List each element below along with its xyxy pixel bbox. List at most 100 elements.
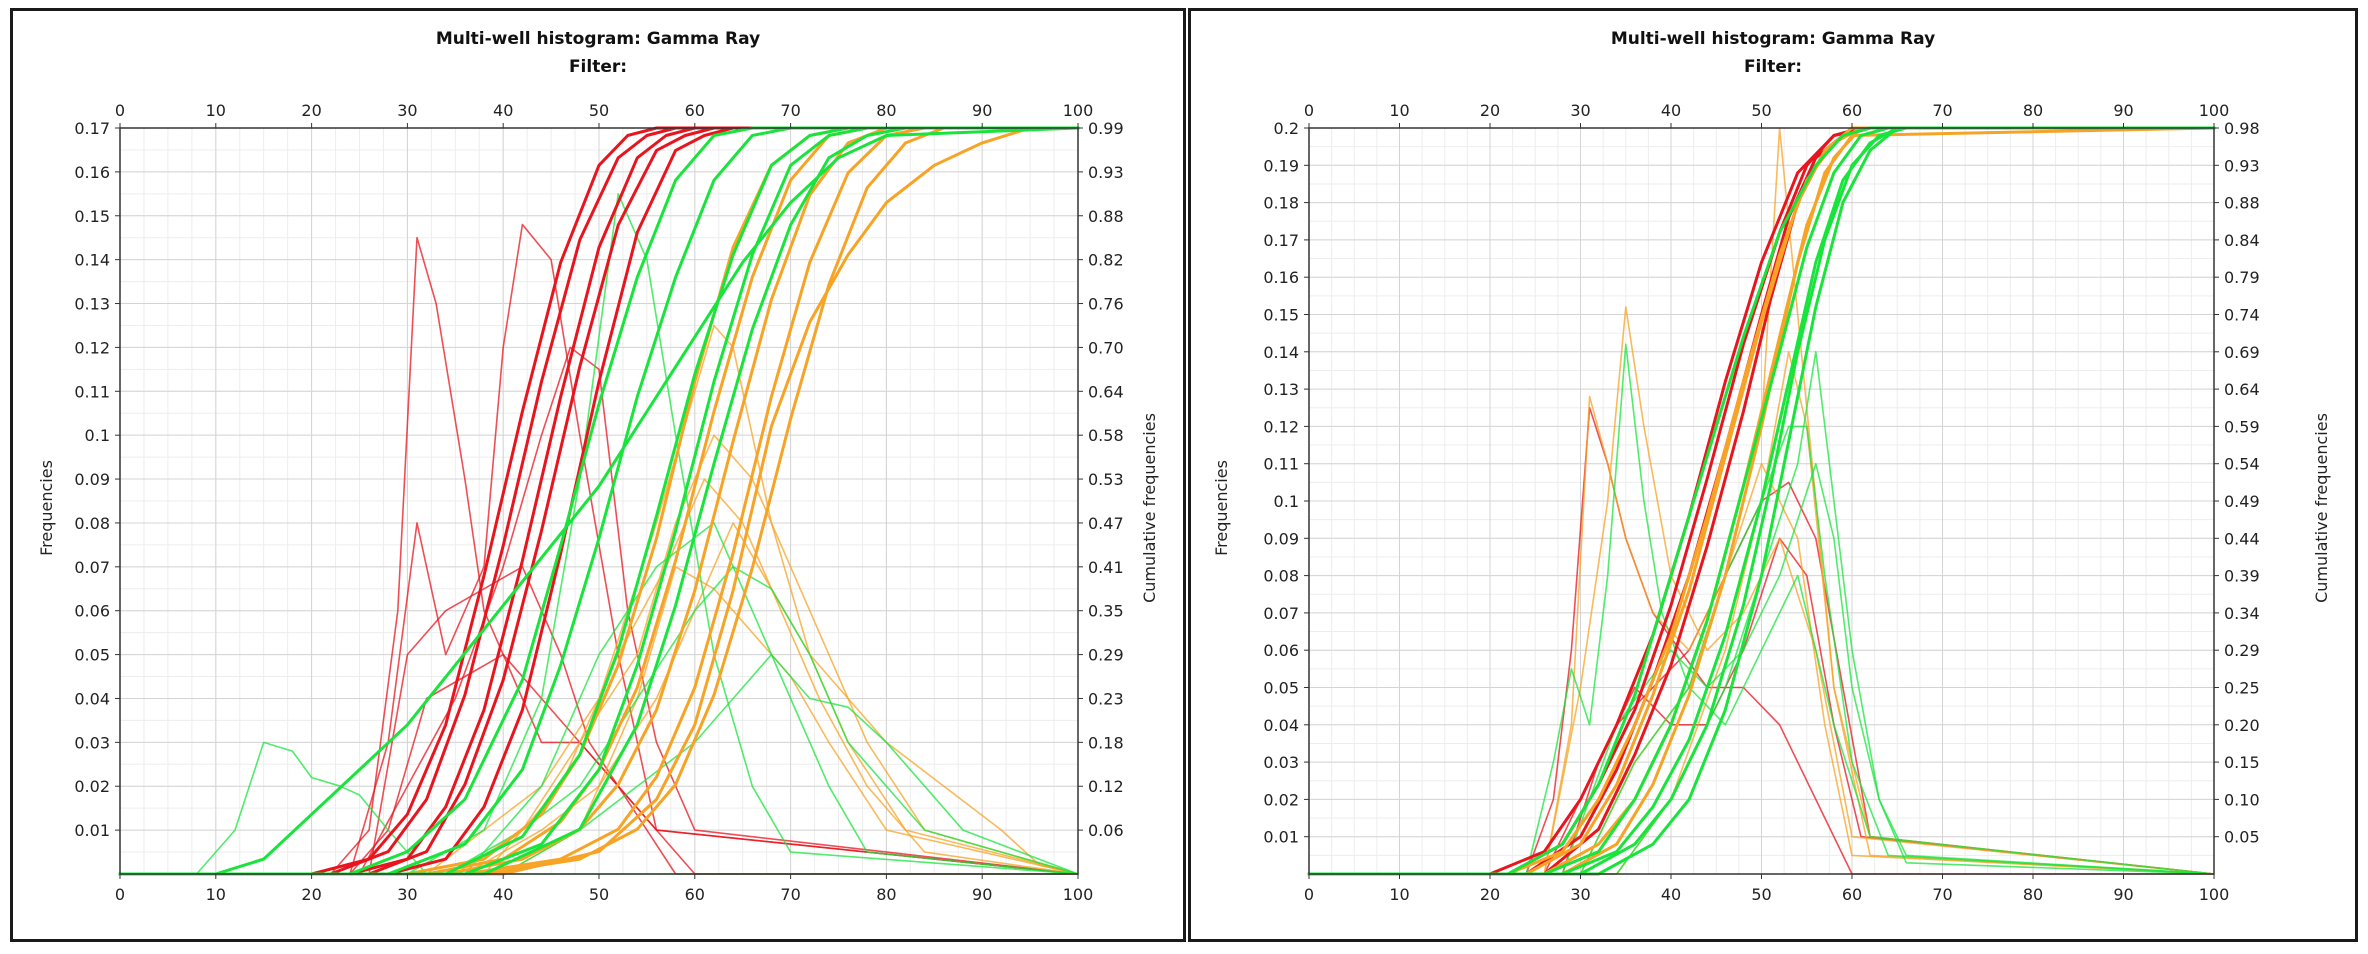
- x-tick-label-top: 50: [1751, 101, 1771, 120]
- histogram-panel-left: Multi-well histogram: Gamma Ray Filter: …: [10, 8, 1186, 942]
- x-tick-label-top: 20: [301, 101, 321, 120]
- x-tick-label-bottom: 90: [2113, 885, 2133, 904]
- x-tick-label-top: 100: [1063, 101, 1094, 120]
- y-tick-label: 0.14: [1263, 343, 1299, 362]
- cumulative-line-green: [118, 126, 1080, 876]
- y2-tick-label: 0.12: [1088, 777, 1124, 796]
- y-tick-label: 0.05: [74, 646, 110, 665]
- x-tick-label-top: 100: [2199, 101, 2230, 120]
- y-tick-label: 0.12: [1263, 417, 1299, 436]
- chart-subtitle: Filter:: [1744, 57, 1802, 77]
- cumulative-line-green: [1307, 126, 2216, 876]
- y2-tick-label: 0.53: [1088, 470, 1124, 489]
- y2-tick-label: 0.06: [1088, 821, 1124, 840]
- x-tick-label-top: 70: [780, 101, 800, 120]
- x-tick-label-bottom: 80: [876, 885, 896, 904]
- cumulative-line-red: [118, 126, 1080, 876]
- cumulative-series-group: [1307, 126, 2216, 876]
- y2-tick-label: 0.47: [1088, 514, 1124, 533]
- frequency-line-green: [1309, 343, 2215, 875]
- y2-tick-label: 0.70: [1088, 338, 1124, 357]
- x-tick-label-bottom: 0: [115, 885, 125, 904]
- y2-axis-label: Cumulative frequencies: [2312, 413, 2331, 603]
- y2-tick-label: 0.41: [1088, 558, 1124, 577]
- cumulative-line-green: [118, 126, 1080, 876]
- cumulative-line-orange: [118, 126, 1080, 876]
- x-tick-label-bottom: 70: [1932, 885, 1952, 904]
- y-tick-label: 0.03: [74, 733, 110, 752]
- x-tick-label-top: 50: [589, 101, 609, 120]
- chart-subtitle: Filter:: [569, 57, 627, 77]
- x-tick-label-bottom: 20: [1480, 885, 1500, 904]
- x-tick-label-top: 30: [1570, 101, 1590, 120]
- y2-tick-label: 0.93: [2224, 156, 2260, 175]
- y-tick-label: 0.01: [74, 821, 110, 840]
- x-tick-label-top: 30: [397, 101, 417, 120]
- y-tick-label: 0.05: [1263, 679, 1299, 698]
- y-tick-label: 0.11: [1263, 455, 1299, 474]
- frequency-line-green: [120, 522, 1079, 875]
- x-tick-label-bottom: 10: [206, 885, 226, 904]
- y-tick-label: 0.16: [1263, 268, 1299, 287]
- y-tick-label: 0.13: [1263, 380, 1299, 399]
- y2-tick-label: 0.74: [2224, 306, 2260, 325]
- cumulative-line-green: [1307, 126, 2216, 876]
- y-tick-label: 0.15: [1263, 306, 1299, 325]
- y-tick-label: 0.16: [74, 163, 110, 182]
- y2-tick-label: 0.34: [2224, 604, 2260, 623]
- y-tick-label: 0.09: [74, 470, 110, 489]
- histogram-panel-right: Multi-well histogram: Gamma Ray Filter: …: [1188, 8, 2358, 942]
- y-tick-label: 0.17: [74, 119, 110, 138]
- y-tick-label: 0.15: [74, 207, 110, 226]
- y-tick-label: 0.06: [1263, 641, 1299, 660]
- x-tick-label-bottom: 30: [1570, 885, 1590, 904]
- x-tick-label-bottom: 40: [493, 885, 513, 904]
- y2-tick-label: 0.15: [2224, 753, 2260, 772]
- x-tick-label-top: 60: [685, 101, 705, 120]
- y-tick-label: 0.14: [74, 251, 110, 270]
- x-tick-label-bottom: 70: [780, 885, 800, 904]
- cumulative-line-red: [118, 126, 1080, 876]
- y-tick-label: 0.08: [74, 514, 110, 533]
- y2-tick-label: 0.58: [1088, 426, 1124, 445]
- y-tick-label: 0.03: [1263, 753, 1299, 772]
- y-tick-label: 0.06: [74, 602, 110, 621]
- x-tick-label-top: 10: [1389, 101, 1409, 120]
- y-tick-label: 0.02: [74, 777, 110, 796]
- y2-tick-label: 0.29: [2224, 641, 2260, 660]
- y2-tick-label: 0.23: [1088, 689, 1124, 708]
- x-tick-label-bottom: 30: [397, 885, 417, 904]
- cumulative-line-orange: [1307, 126, 2216, 876]
- x-tick-label-top: 70: [1932, 101, 1952, 120]
- y-tick-label: 0.18: [1263, 194, 1299, 213]
- y2-tick-label: 0.35: [1088, 602, 1124, 621]
- x-tick-label-top: 10: [206, 101, 226, 120]
- y2-tick-label: 0.69: [2224, 343, 2260, 362]
- chart-title: Multi-well histogram: Gamma Ray: [1611, 29, 1935, 49]
- x-tick-label-bottom: 50: [589, 885, 609, 904]
- y2-tick-label: 0.76: [1088, 295, 1124, 314]
- y-tick-label: 0.1: [85, 426, 110, 445]
- y2-tick-label: 0.79: [2224, 268, 2260, 287]
- y2-axis-label: Cumulative frequencies: [1140, 413, 1159, 603]
- histogram-chart-right: Multi-well histogram: Gamma Ray Filter: …: [1212, 29, 2331, 904]
- y2-tick-label: 0.64: [2224, 380, 2260, 399]
- x-tick-label-bottom: 80: [2023, 885, 2043, 904]
- cumulative-series-group: [118, 126, 1080, 876]
- y-tick-label: 0.17: [1263, 231, 1299, 250]
- y2-tick-label: 0.18: [1088, 733, 1124, 752]
- x-tick-label-bottom: 60: [1842, 885, 1862, 904]
- y2-tick-label: 0.82: [1088, 251, 1124, 270]
- y-tick-label: 0.13: [74, 295, 110, 314]
- x-tick-label-top: 80: [876, 101, 896, 120]
- y2-tick-label: 0.20: [2224, 716, 2260, 735]
- y-tick-label: 0.09: [1263, 529, 1299, 548]
- x-tick-label-bottom: 50: [1751, 885, 1771, 904]
- cumulative-line-green: [118, 126, 1080, 876]
- cumulative-line-orange: [118, 126, 1080, 876]
- y2-tick-label: 0.25: [2224, 679, 2260, 698]
- x-tick-label-bottom: 100: [1063, 885, 1094, 904]
- chart-title: Multi-well histogram: Gamma Ray: [436, 29, 760, 49]
- x-tick-label-top: 20: [1480, 101, 1500, 120]
- y-tick-label: 0.07: [1263, 604, 1299, 623]
